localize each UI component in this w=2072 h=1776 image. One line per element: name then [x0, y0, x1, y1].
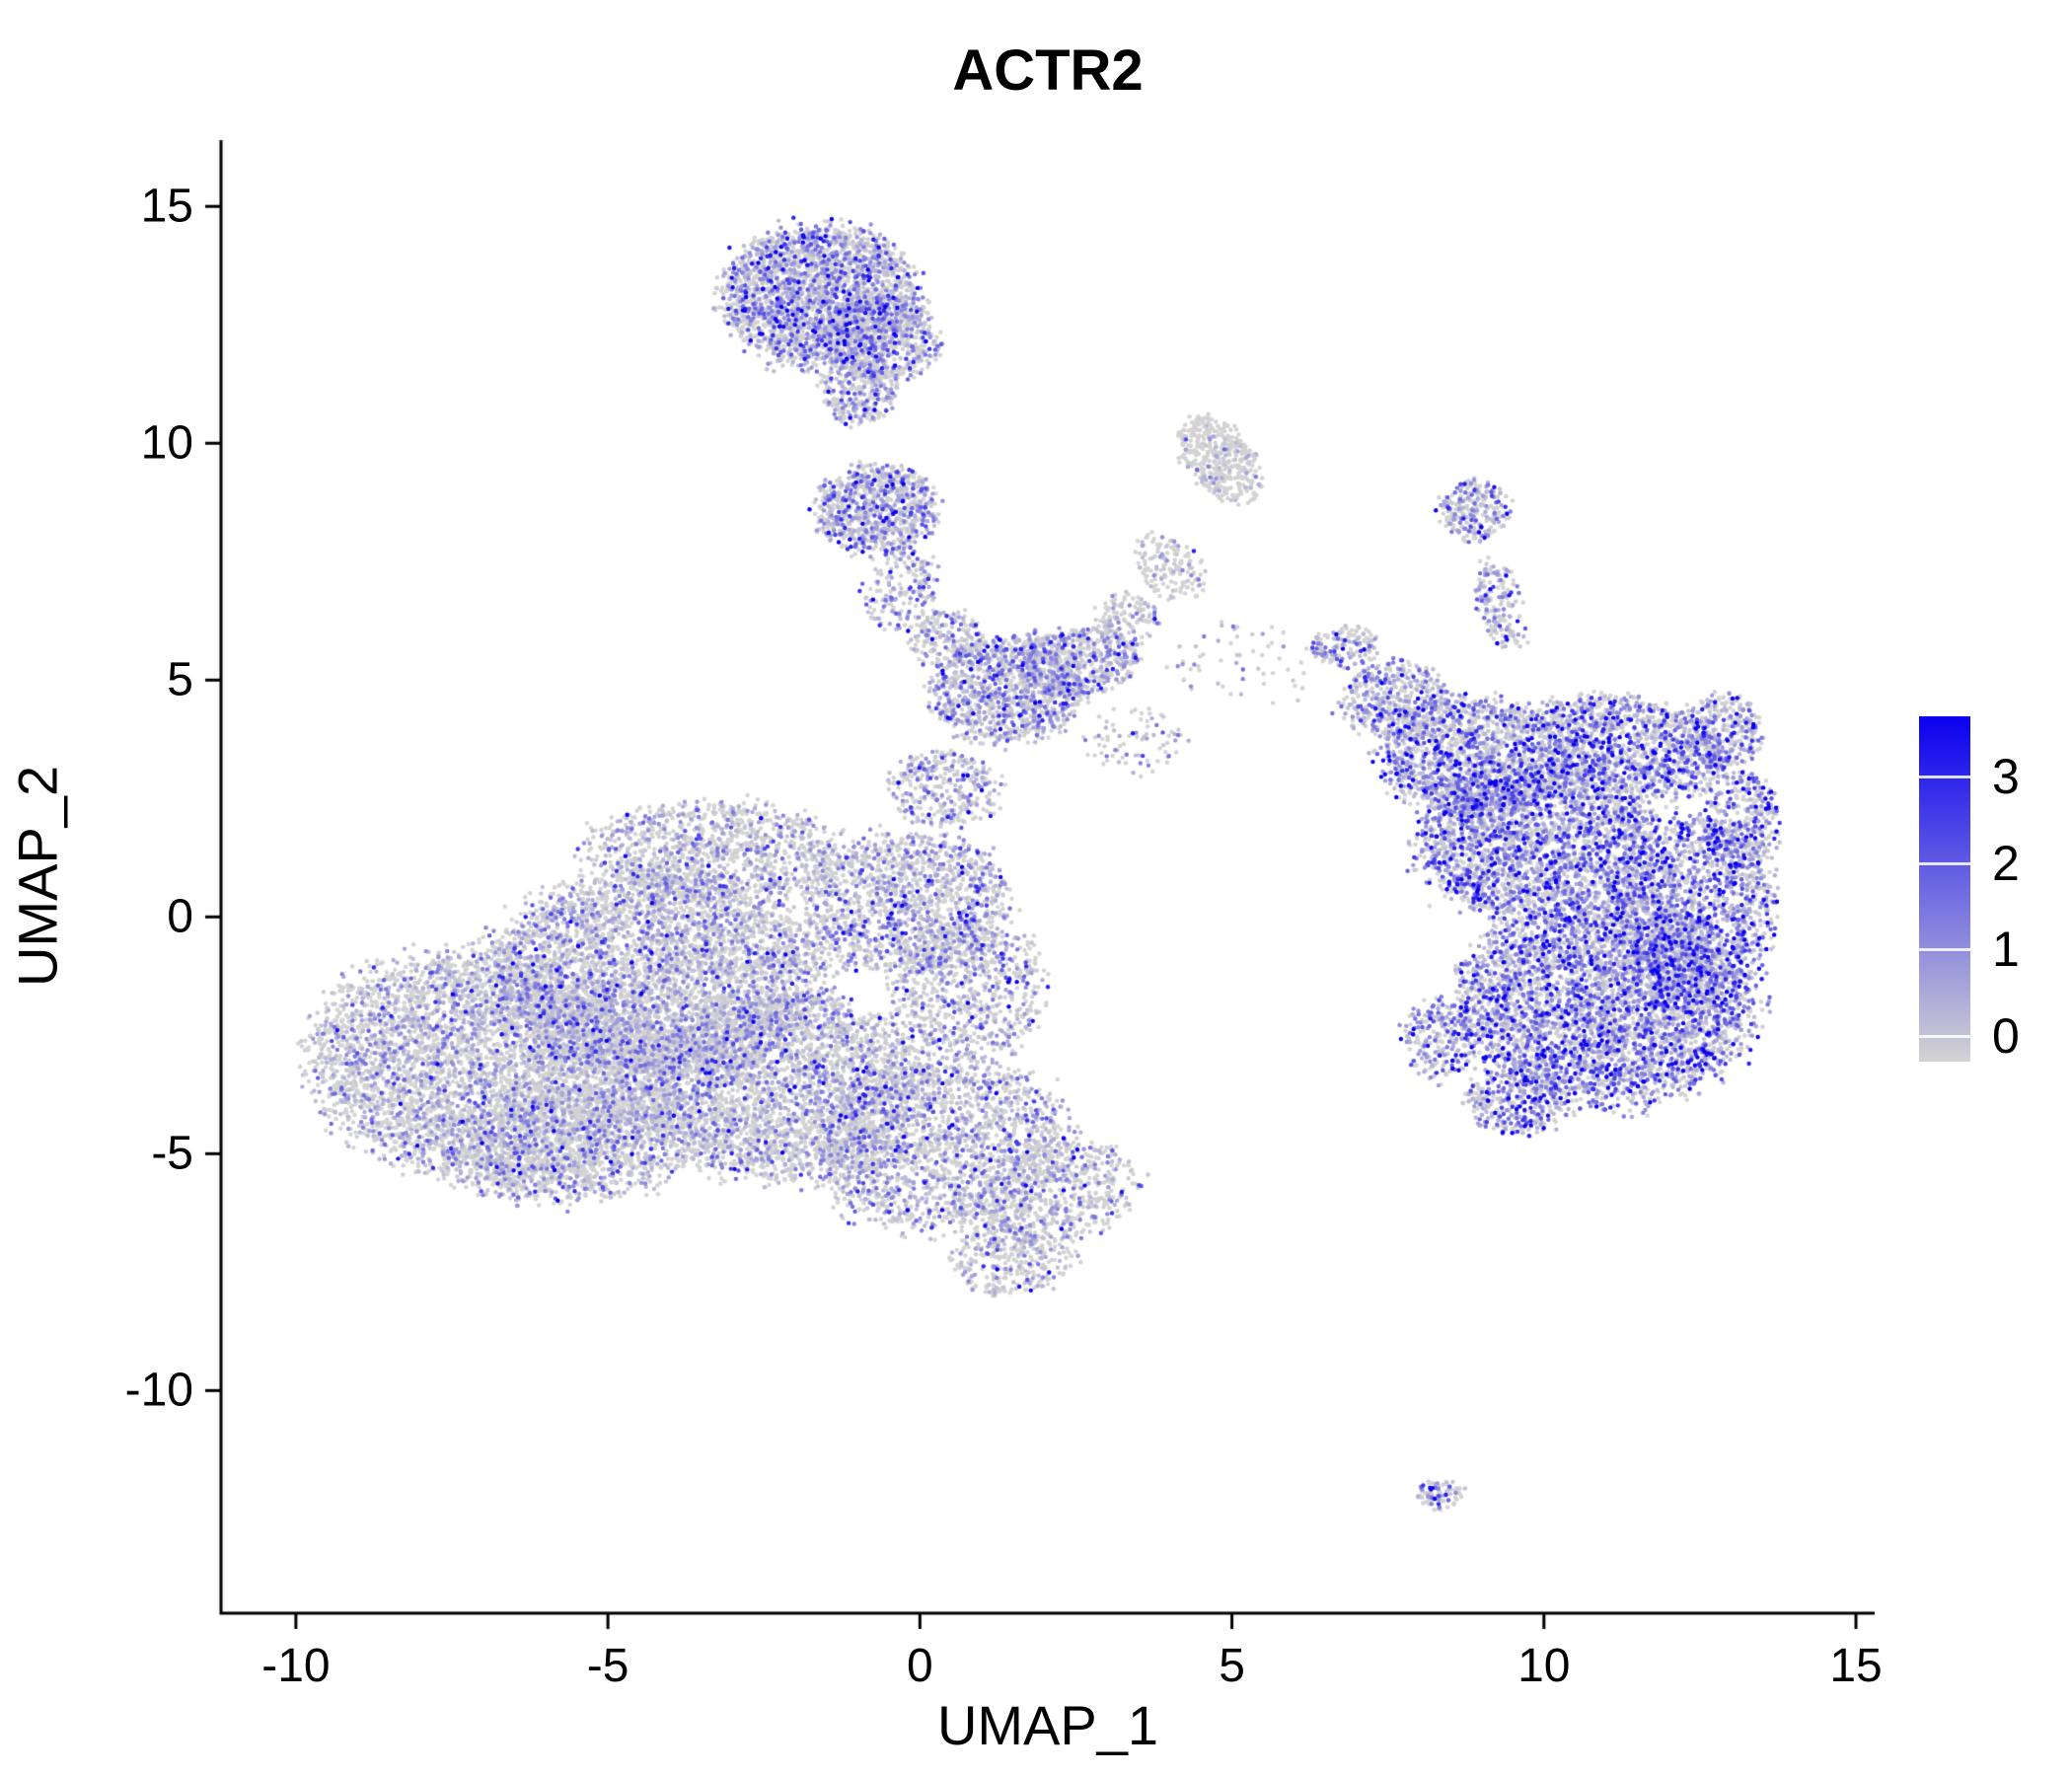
y-tick-label: 15 [140, 180, 193, 233]
y-tick-label: 5 [167, 653, 193, 706]
legend-tickmark [1919, 861, 1970, 865]
legend-tickmark [1919, 948, 1970, 952]
y-axis-title: UMAP_2 [6, 765, 69, 988]
chart-title: ACTR2 [952, 38, 1144, 103]
x-tick-label: -5 [586, 1640, 629, 1692]
x-tick-label: 0 [906, 1640, 933, 1692]
legend-tick-label: 0 [1992, 1007, 2020, 1064]
y-tick-label: -10 [124, 1364, 193, 1417]
legend-tick-label: 2 [1992, 835, 2020, 891]
x-axis-title: UMAP_1 [936, 1694, 1159, 1756]
legend-tickmark [1919, 1034, 1970, 1038]
x-tick-label: 10 [1517, 1640, 1571, 1692]
y-tick-label: 0 [167, 890, 193, 943]
x-tick-label: 15 [1829, 1640, 1883, 1692]
x-tick-label: -10 [261, 1640, 331, 1692]
legend-tickmark [1919, 776, 1970, 779]
y-tick-label: -5 [151, 1127, 193, 1180]
x-tick-label: 5 [1219, 1640, 1245, 1692]
legend-colorbar [1919, 716, 1970, 1062]
y-tick-label: 10 [140, 416, 193, 470]
legend-tick-label: 3 [1992, 749, 2020, 805]
legend-tick-label: 1 [1992, 922, 2020, 978]
